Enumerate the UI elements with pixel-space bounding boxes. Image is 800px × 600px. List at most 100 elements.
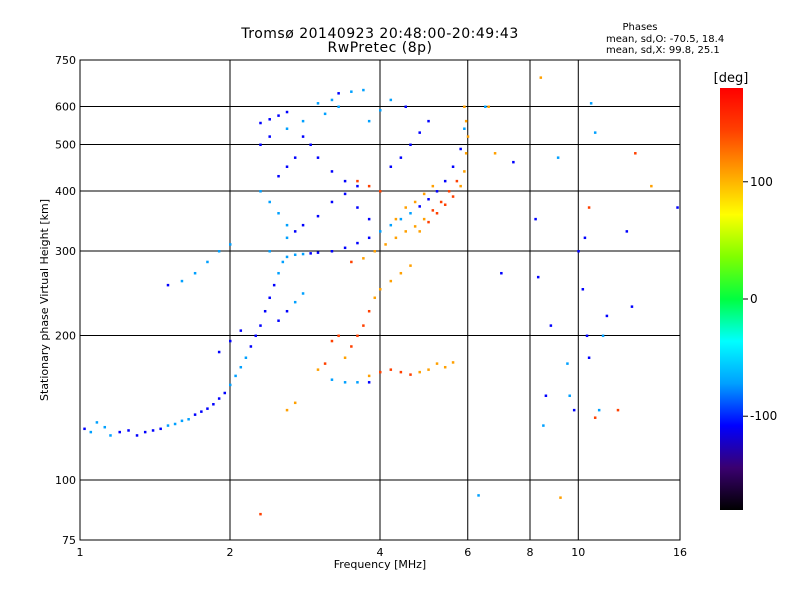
data-point	[356, 179, 359, 183]
data-point	[316, 214, 320, 218]
data-point	[301, 135, 305, 138]
data-point	[285, 165, 289, 168]
data-point	[630, 305, 634, 308]
data-point	[587, 356, 591, 359]
data-point	[427, 220, 430, 224]
data-point	[217, 250, 221, 253]
data-point	[301, 252, 305, 256]
data-point	[459, 184, 462, 188]
data-point	[330, 339, 334, 343]
data-point	[451, 195, 455, 198]
data-point	[193, 413, 197, 416]
y-tick-label: 100	[55, 474, 76, 487]
data-point	[285, 127, 289, 130]
data-point	[389, 368, 393, 371]
data-point	[135, 434, 139, 437]
data-point	[217, 397, 221, 400]
data-point	[95, 421, 99, 424]
data-point	[676, 206, 679, 209]
data-point	[435, 190, 439, 193]
data-point	[413, 200, 417, 204]
x-tick-label: 8	[527, 546, 534, 559]
data-point	[285, 408, 289, 412]
data-point	[343, 381, 347, 384]
data-point	[259, 512, 262, 516]
data-point	[583, 236, 587, 240]
data-point	[337, 334, 340, 338]
data-point	[413, 225, 417, 228]
y-tick-label: 400	[55, 185, 76, 198]
data-point	[536, 275, 540, 279]
data-point	[384, 243, 387, 246]
data-point	[309, 143, 312, 147]
data-point	[293, 230, 297, 233]
data-point	[404, 230, 407, 233]
data-point	[616, 408, 620, 412]
data-point	[109, 434, 112, 437]
colorbar-tick-label: -100	[750, 409, 777, 423]
data-point	[316, 368, 320, 371]
y-tick-label: 750	[55, 54, 76, 67]
data-point	[389, 279, 393, 283]
data-point	[268, 296, 271, 300]
data-point	[180, 419, 184, 423]
data-point	[285, 223, 289, 227]
data-point	[301, 119, 305, 123]
data-point	[589, 102, 593, 105]
data-point	[443, 365, 447, 369]
data-point	[259, 324, 262, 327]
data-point	[542, 424, 545, 427]
data-point	[367, 309, 371, 313]
data-point	[463, 105, 466, 109]
colorbar-ticks: 100 0 -100	[743, 175, 777, 423]
data-point	[316, 156, 320, 159]
data-point	[373, 296, 377, 300]
data-point	[451, 165, 455, 168]
data-point	[404, 206, 407, 209]
data-point	[330, 378, 334, 381]
data-point	[439, 200, 443, 204]
data-point	[404, 105, 407, 109]
data-point	[151, 429, 155, 432]
data-point	[268, 200, 271, 204]
data-point	[427, 119, 430, 123]
data-point	[166, 283, 170, 287]
data-point	[597, 408, 601, 412]
data-point	[173, 422, 177, 426]
data-point	[455, 179, 459, 183]
data-point	[367, 217, 371, 221]
data-point	[212, 403, 215, 406]
phase-o-stats: mean, sd,O: -70.5, 18.4	[606, 34, 725, 45]
data-point	[362, 257, 365, 260]
data-point	[229, 243, 232, 246]
data-point	[593, 131, 597, 134]
data-point	[379, 370, 382, 374]
data-point	[379, 230, 382, 233]
data-point	[463, 170, 466, 173]
x-tick-label: 1	[77, 546, 84, 559]
data-point	[443, 203, 447, 206]
data-point	[418, 370, 421, 374]
data-point	[409, 373, 412, 376]
data-point	[223, 391, 227, 395]
data-point	[249, 345, 253, 348]
data-point	[234, 374, 237, 378]
grid-lines	[80, 60, 680, 540]
data-point	[394, 236, 398, 240]
data-point	[593, 416, 597, 419]
data-point	[285, 309, 289, 313]
data-point	[350, 260, 353, 264]
data-point	[330, 250, 334, 253]
data-point	[568, 394, 571, 398]
data-point	[587, 206, 591, 209]
data-point	[350, 90, 353, 93]
data-point	[309, 252, 312, 255]
data-point	[159, 427, 162, 431]
data-point	[447, 190, 451, 193]
data-point	[418, 205, 421, 208]
data-point	[367, 184, 371, 188]
data-point	[367, 119, 371, 123]
x-tick-label: 2	[227, 546, 234, 559]
data-point	[343, 192, 347, 196]
